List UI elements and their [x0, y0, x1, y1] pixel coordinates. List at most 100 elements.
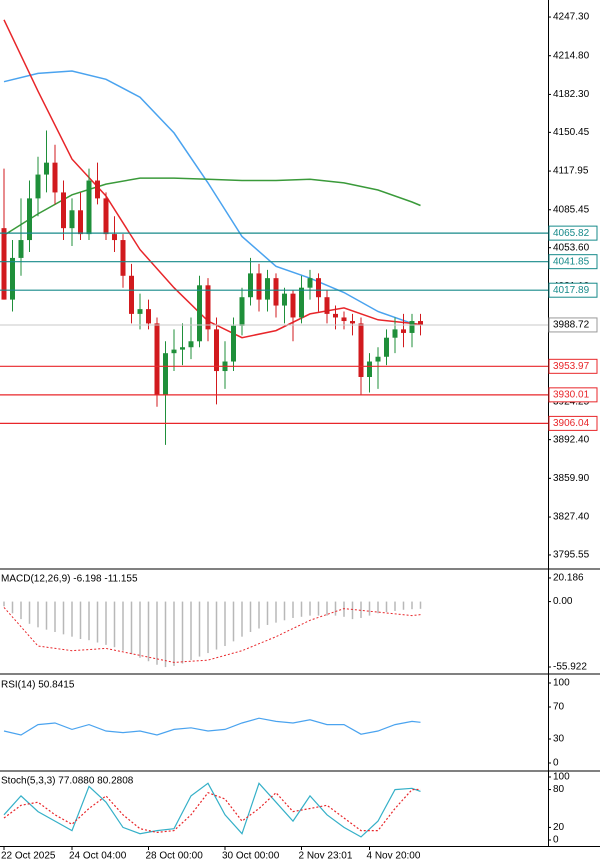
last-price-label: 3988.72 [553, 320, 590, 331]
candle-body [137, 309, 143, 314]
macd-bar [385, 601, 388, 613]
candle-body [290, 293, 296, 318]
macd-bar [45, 601, 48, 630]
macd-bar [54, 601, 56, 632]
candle-body [35, 174, 41, 199]
x-tick-label: 28 Oct 00:00 [146, 851, 204, 862]
level-box [548, 415, 598, 431]
macd-bar [79, 601, 82, 640]
macd-bar [360, 601, 362, 618]
y-tick-label: 4182.30 [553, 89, 590, 100]
level-label: 4017.89 [553, 285, 590, 296]
candle-body [341, 317, 347, 322]
macd-bar [394, 601, 396, 611]
candle-body [409, 321, 415, 333]
macd-bar [300, 601, 303, 617]
macd-bar [343, 601, 345, 617]
y-tick-label: 4085.45 [553, 204, 590, 215]
pane-title: Stoch(5,3,3) 77.0880 80.2808 [1, 776, 134, 787]
candle-body [188, 341, 194, 348]
macd-bar [164, 601, 167, 668]
y-tick-label: 30 [553, 734, 565, 745]
candle-body [171, 349, 177, 354]
candle-body [375, 356, 381, 362]
macd-bar [71, 601, 73, 637]
last-price-box [548, 317, 598, 333]
macd-bar [96, 601, 99, 643]
candle-body [384, 337, 389, 357]
candle-body [52, 162, 58, 193]
candle-body [316, 278, 321, 298]
y-tick-label: 3892.40 [553, 434, 590, 445]
y-tick-label: 3859.90 [553, 473, 590, 484]
candle-body [129, 275, 134, 314]
indicator-line [3, 717, 421, 736]
macd-bar [266, 601, 269, 625]
level-label: 3906.04 [553, 418, 590, 429]
candle-body [10, 257, 15, 300]
candle-body [27, 198, 32, 241]
macd-bar [334, 601, 337, 616]
y-tick-label: 20.186 [553, 573, 584, 584]
level-box [548, 225, 598, 241]
x-tick-label: 30 Oct 00:00 [222, 851, 280, 862]
candle-body [299, 287, 304, 318]
moving-average [3, 177, 421, 236]
level-box [548, 282, 598, 298]
level-label: 4065.82 [553, 228, 590, 239]
macd-bar [20, 601, 22, 620]
indicator-line [3, 788, 421, 834]
candle-body [256, 273, 262, 300]
x-tick-label: 24 Oct 04:00 [69, 851, 127, 862]
pane-title: MACD(12,26,9) -6.198 -11.155 [1, 574, 138, 585]
y-tick-label: 4214.80 [553, 50, 590, 61]
level-label: 3930.01 [553, 389, 590, 400]
macd-bar [419, 601, 422, 609]
pane-title: RSI(14) 50.8415 [1, 680, 75, 691]
candle-body [197, 285, 202, 342]
macd-bar [37, 601, 39, 628]
macd-bar [275, 601, 277, 623]
candle-body [358, 323, 364, 377]
candle-body [282, 293, 287, 306]
macd-bar [249, 601, 252, 632]
level-label: 3953.97 [553, 361, 590, 372]
macd-bar [28, 601, 31, 624]
candle-body [69, 210, 75, 229]
y-tick-label: 4150.45 [553, 127, 590, 138]
macd-bar [224, 601, 226, 647]
macd-bar [377, 601, 379, 614]
macd-bar [402, 601, 405, 610]
candle-body [18, 240, 24, 258]
candle-body [86, 180, 92, 235]
macd-bar [207, 601, 209, 654]
candle-body [112, 234, 117, 241]
x-tick-label: 2 Nov 23:01 [299, 851, 353, 862]
candle-body [180, 347, 185, 350]
level-label: 4041.85 [553, 256, 590, 267]
macd-bar [258, 601, 260, 629]
indicator-line [3, 782, 421, 838]
candle-body [163, 353, 168, 395]
macd-bar [283, 601, 286, 621]
y-tick-label: 0 [553, 758, 559, 769]
macd-bar [122, 601, 124, 651]
x-tick-label: 22 Oct 2025 [1, 851, 56, 862]
macd-bar [3, 601, 5, 607]
candle-body [350, 321, 355, 324]
macd-bar [309, 601, 311, 616]
candle-body [1, 228, 7, 300]
candle-body [78, 210, 83, 235]
candle-body [120, 240, 126, 276]
y-tick-label: 70 [553, 702, 565, 713]
y-tick-label: 100 [553, 772, 570, 783]
macd-bar [156, 601, 158, 665]
macd-bar [173, 601, 175, 666]
candle-body [103, 198, 109, 235]
level-box [548, 387, 598, 403]
macd-bar [139, 601, 141, 658]
moving-average [3, 19, 421, 339]
candle-body [418, 321, 423, 325]
